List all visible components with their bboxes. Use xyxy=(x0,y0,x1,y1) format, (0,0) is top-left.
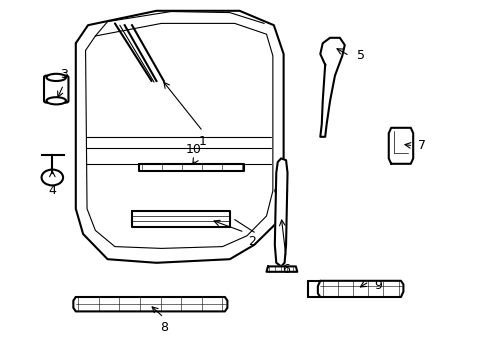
Polygon shape xyxy=(73,297,227,311)
Polygon shape xyxy=(388,128,412,164)
Text: 6: 6 xyxy=(282,263,289,276)
Ellipse shape xyxy=(46,97,66,104)
Text: 5: 5 xyxy=(356,49,364,62)
Circle shape xyxy=(41,170,63,185)
Text: 3: 3 xyxy=(60,68,67,81)
Polygon shape xyxy=(274,158,287,266)
Polygon shape xyxy=(132,211,229,227)
Text: 8: 8 xyxy=(160,321,167,334)
Polygon shape xyxy=(266,266,297,272)
Text: 10: 10 xyxy=(185,143,201,156)
Polygon shape xyxy=(317,281,403,297)
Text: 2: 2 xyxy=(247,235,255,248)
Ellipse shape xyxy=(46,74,66,81)
Polygon shape xyxy=(139,164,244,171)
Polygon shape xyxy=(320,38,344,137)
Text: 4: 4 xyxy=(48,184,56,197)
Text: 7: 7 xyxy=(417,139,425,152)
FancyBboxPatch shape xyxy=(44,76,68,103)
Circle shape xyxy=(274,186,287,195)
Text: 1: 1 xyxy=(199,135,206,148)
Text: 9: 9 xyxy=(373,279,381,292)
